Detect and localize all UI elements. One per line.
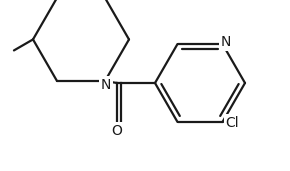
Text: N: N [220,35,231,49]
Text: Cl: Cl [226,116,239,130]
Text: N: N [101,78,111,92]
Text: O: O [112,124,122,138]
